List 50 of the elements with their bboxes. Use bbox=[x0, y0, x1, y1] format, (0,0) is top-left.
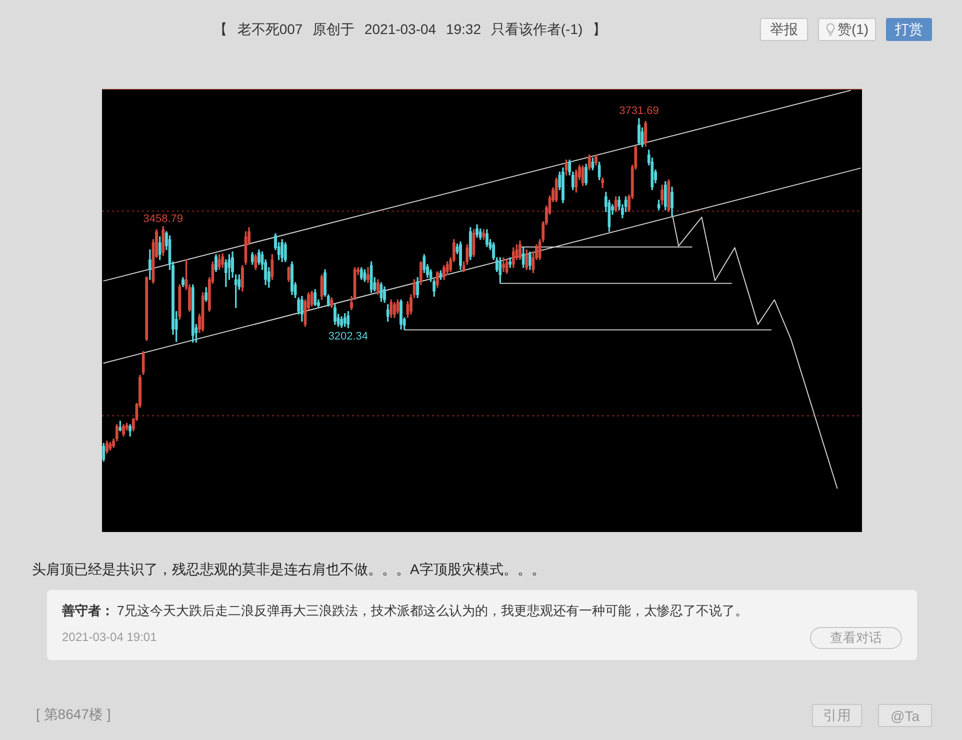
text: 头肩顶已经是共识了，残忍悲观的莫非是连右肩也不做。。。A字顶股灾模式。。。 bbox=[32, 561, 546, 579]
candlestick bbox=[439, 270, 442, 280]
button: 赞(1) bbox=[818, 18, 876, 41]
button: @Ta bbox=[878, 704, 932, 727]
candlestick bbox=[300, 296, 304, 322]
button: 打赏 bbox=[886, 18, 932, 41]
candlestick bbox=[528, 251, 532, 270]
candlestick bbox=[346, 311, 350, 328]
candlestick bbox=[181, 277, 184, 288]
candlestick bbox=[670, 186, 674, 217]
candlestick bbox=[191, 284, 194, 343]
candlestick bbox=[478, 228, 482, 240]
candlestick bbox=[584, 164, 588, 186]
candlestick bbox=[363, 269, 366, 282]
button: 引用 bbox=[812, 704, 862, 727]
candlestick bbox=[485, 229, 488, 247]
candlestick bbox=[468, 227, 472, 260]
button: 举报 bbox=[760, 18, 808, 41]
text: 2021-03-04 19:01 bbox=[62, 630, 157, 644]
candlestick bbox=[314, 289, 317, 306]
candlestick bbox=[250, 252, 254, 265]
candlestick bbox=[102, 443, 106, 462]
candlestick bbox=[637, 118, 640, 146]
text: [ 第8647楼 ] bbox=[36, 706, 111, 724]
candlestick bbox=[561, 168, 564, 204]
candlestick bbox=[290, 261, 294, 295]
candlestick bbox=[214, 254, 218, 272]
candlestick bbox=[280, 239, 284, 262]
candlestick bbox=[598, 162, 601, 180]
candlestick bbox=[664, 181, 667, 210]
candlestick bbox=[416, 277, 420, 298]
candlestick bbox=[370, 261, 373, 293]
candlestick bbox=[360, 267, 363, 280]
button: 查看对话 bbox=[810, 627, 902, 649]
candlestick bbox=[657, 200, 660, 210]
candlestick bbox=[400, 299, 403, 330]
candlestick bbox=[380, 282, 383, 302]
annotation: 3731.69 bbox=[619, 105, 659, 118]
candlestick bbox=[284, 242, 287, 262]
annotation: 3202.34 bbox=[328, 330, 368, 342]
candlestick bbox=[522, 247, 525, 268]
candlestick bbox=[382, 286, 386, 303]
candlestick bbox=[458, 242, 462, 270]
text: 善守者： bbox=[62, 602, 114, 620]
text: 7兄这今天大跌后走二浪反弹再大三浪跌法，技术派都这么认为的，我更悲观还有一种可能，太惨忍了不说了。 bbox=[117, 602, 748, 620]
candlestick bbox=[333, 304, 336, 325]
candlestick bbox=[508, 257, 512, 268]
candlestick bbox=[340, 316, 344, 328]
chart-title: 【 老不死007 原创于 2021-03-04 19:32 只看该作者(-1) 】 bbox=[212, 21, 608, 39]
annotation: 3458.79 bbox=[143, 212, 183, 225]
